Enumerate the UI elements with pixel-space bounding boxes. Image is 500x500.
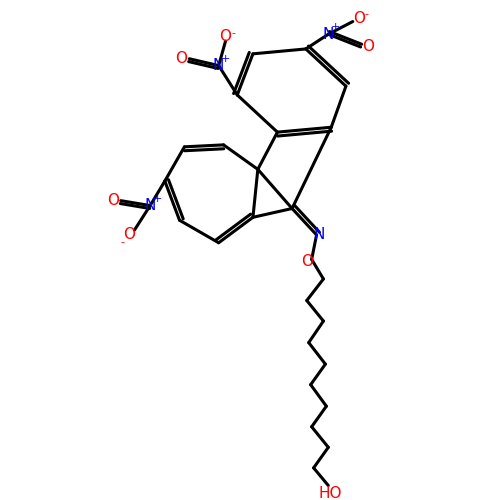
- Text: -: -: [121, 237, 125, 247]
- Text: O: O: [176, 51, 188, 66]
- Text: O: O: [220, 28, 232, 44]
- Text: N: N: [322, 27, 334, 42]
- Text: O: O: [362, 40, 374, 54]
- Text: HO: HO: [318, 486, 342, 500]
- Text: O: O: [107, 193, 119, 208]
- Text: -: -: [364, 8, 368, 18]
- Text: N: N: [314, 228, 325, 242]
- Text: N: N: [144, 198, 156, 213]
- Text: +: +: [221, 54, 230, 64]
- Text: O: O: [124, 228, 136, 242]
- Text: O: O: [301, 254, 313, 269]
- Text: +: +: [152, 194, 162, 203]
- Text: +: +: [330, 22, 340, 32]
- Text: N: N: [213, 58, 224, 73]
- Text: O: O: [352, 11, 364, 26]
- Text: -: -: [232, 28, 235, 38]
